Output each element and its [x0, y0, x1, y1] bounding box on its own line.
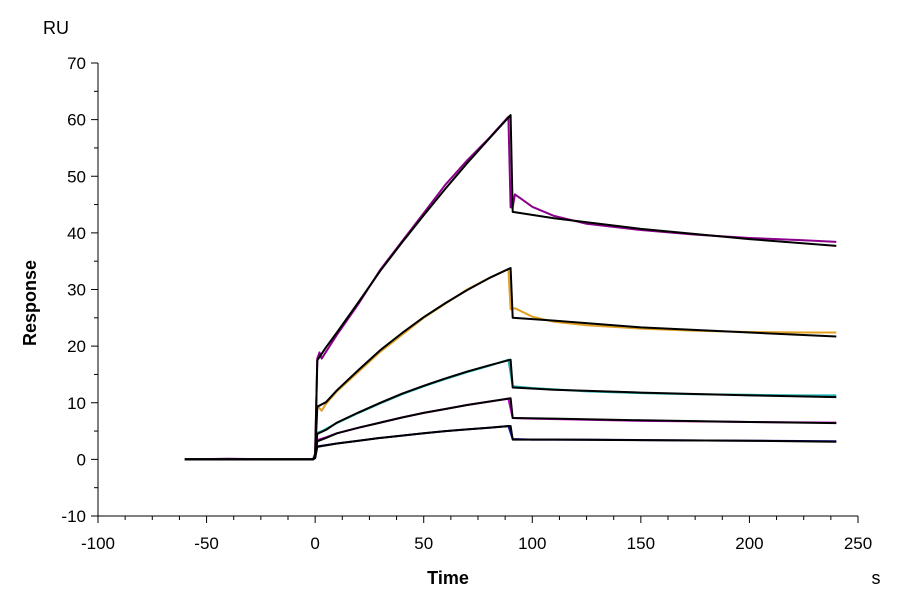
y-tick-label: 20	[67, 337, 86, 356]
fit-curve-3	[184, 358, 837, 461]
y-tick-label: 30	[67, 281, 86, 300]
x-unit-label: s	[872, 568, 881, 588]
x-tick-label: 100	[518, 534, 546, 553]
fit-curve-2	[184, 267, 837, 461]
y-axis-title: Response	[20, 260, 40, 346]
x-axis-title: Time	[427, 568, 469, 588]
x-tick-label: 200	[735, 534, 763, 553]
x-tick-label: 250	[844, 534, 872, 553]
label-layer: RU s Time Response	[20, 18, 881, 588]
y-tick-label: 10	[67, 394, 86, 413]
y-tick-label: 50	[67, 167, 86, 186]
y-unit-label: RU	[43, 18, 69, 38]
x-tick-label: -50	[194, 534, 219, 553]
y-tick-label: 40	[67, 224, 86, 243]
x-tick-label: -100	[81, 534, 115, 553]
fit-curve-1	[184, 114, 837, 461]
curve-layer	[184, 114, 837, 461]
x-tick-label: 0	[310, 534, 319, 553]
x-tick-label: 150	[627, 534, 655, 553]
y-tick-label: 60	[67, 111, 86, 130]
y-tick-label: 0	[77, 450, 86, 469]
x-tick-label: 50	[414, 534, 433, 553]
y-tick-label: 70	[67, 54, 86, 73]
y-tick-label: -10	[61, 507, 86, 526]
fit-curve-5	[184, 425, 837, 461]
fit-curve-4	[184, 397, 837, 461]
